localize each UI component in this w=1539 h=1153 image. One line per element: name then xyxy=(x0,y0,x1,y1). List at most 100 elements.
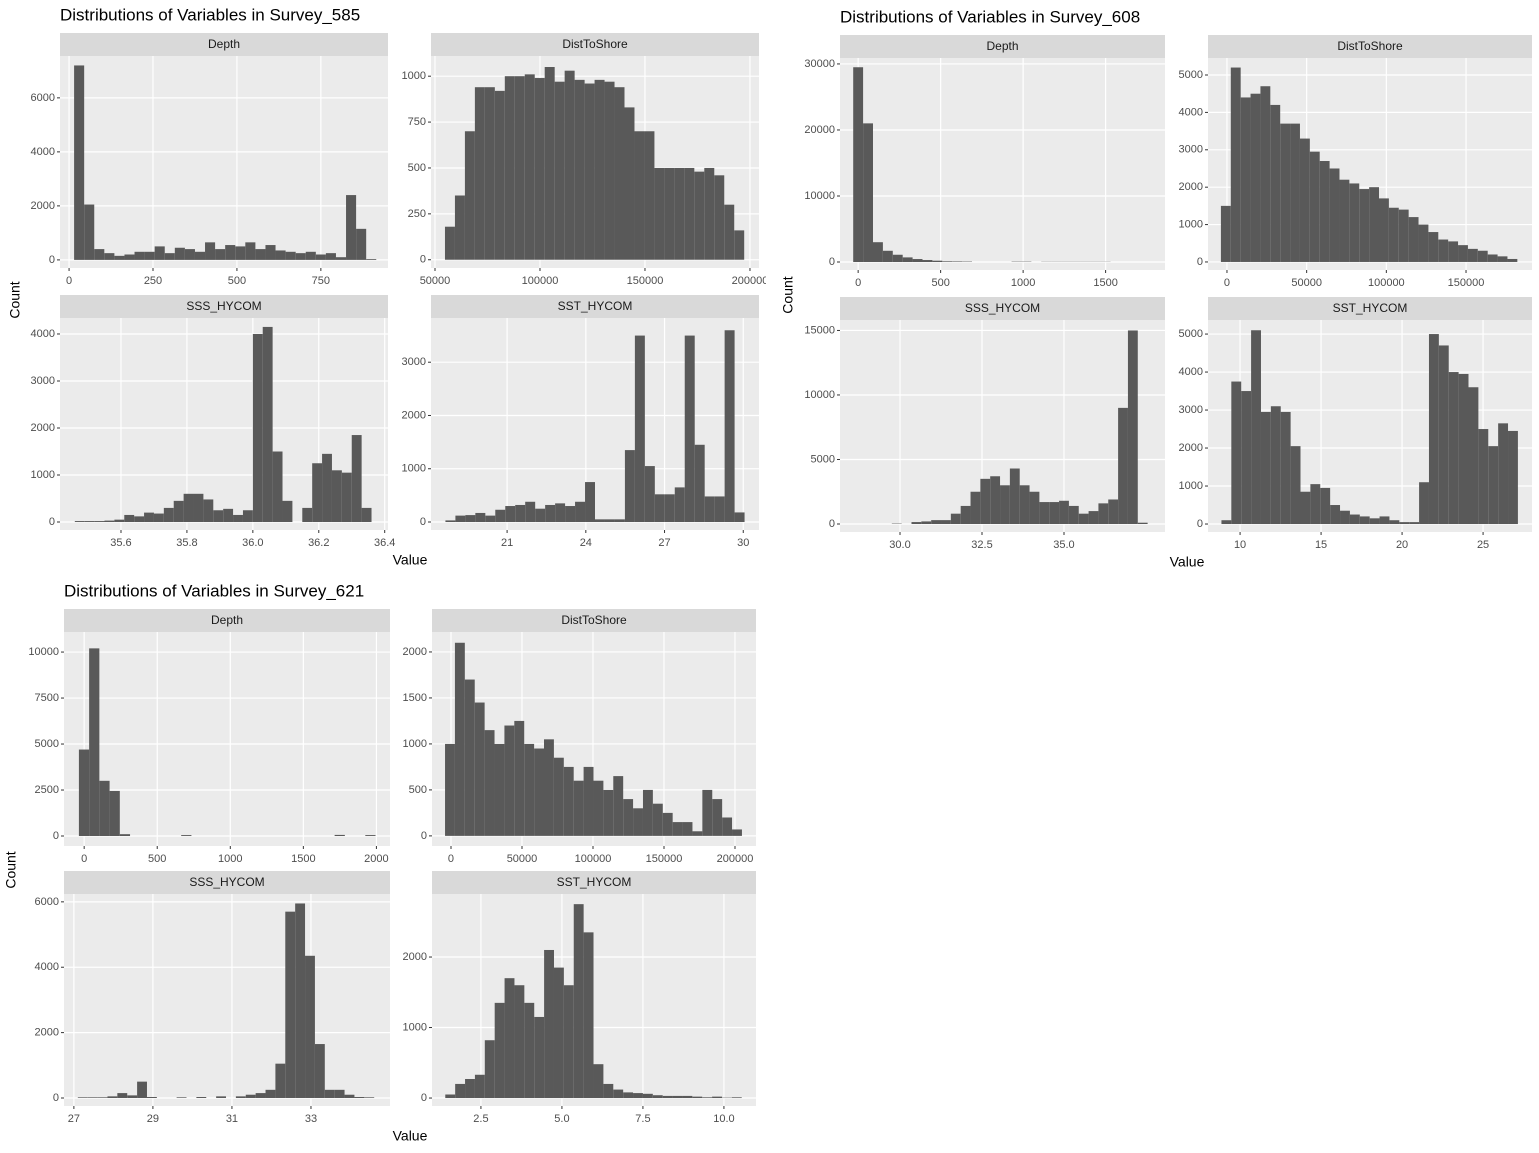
histogram-bar xyxy=(684,167,695,260)
strip xyxy=(840,297,1165,320)
histogram-bar xyxy=(1399,522,1410,525)
histogram-bar xyxy=(1359,516,1370,525)
histogram-bar xyxy=(1009,468,1020,524)
histogram-bar xyxy=(1330,505,1341,525)
histogram-bar xyxy=(1230,67,1241,262)
histogram-bar xyxy=(124,514,135,523)
y-tick-label: 15000 xyxy=(804,324,835,336)
histogram-bar xyxy=(87,1097,98,1098)
histogram-bar xyxy=(672,822,683,836)
x-tick-label: 2000 xyxy=(364,853,388,865)
histogram-bar xyxy=(99,780,110,837)
y-tick-label: 5000 xyxy=(1179,328,1203,340)
y-tick-label: 500 xyxy=(409,784,427,796)
y-tick-label: 3000 xyxy=(1179,404,1203,416)
histogram-bar xyxy=(1260,86,1271,262)
histogram-bar xyxy=(535,508,546,523)
histogram-bar xyxy=(603,1083,614,1099)
x-tick-label: 33 xyxy=(305,1113,317,1125)
histogram-bar xyxy=(593,1064,604,1099)
histogram-bar xyxy=(623,799,634,836)
y-tick-label: 5000 xyxy=(1179,69,1203,81)
histogram-bar xyxy=(1059,500,1069,524)
histogram-bar xyxy=(474,1074,485,1099)
histogram-bar xyxy=(652,803,663,836)
histogram-bar xyxy=(305,955,315,1098)
histogram-bar xyxy=(553,967,564,1099)
histogram-bar xyxy=(97,1097,108,1098)
histogram-bar xyxy=(312,463,323,523)
facet-label: SSS_HYCOM xyxy=(186,299,261,313)
survey-group: Distributions of Variables in Survey_608… xyxy=(780,7,1532,570)
strip xyxy=(60,295,388,318)
histogram-bar xyxy=(144,512,154,523)
x-tick-label: 1000 xyxy=(218,853,242,865)
histogram-bar xyxy=(78,749,90,837)
histogram-bar xyxy=(1270,104,1281,262)
strip xyxy=(431,33,759,56)
y-tick-label: 1500 xyxy=(403,692,427,704)
histogram-bar xyxy=(322,453,332,523)
y-tick-label: 4000 xyxy=(31,146,55,158)
histogram-bar xyxy=(554,81,565,260)
histogram-bar xyxy=(524,1002,535,1099)
histogram-bar xyxy=(1498,423,1509,525)
histogram-bar xyxy=(1428,334,1439,525)
histogram-bar xyxy=(1220,205,1231,262)
histogram-bar xyxy=(1477,250,1488,262)
x-tick-label: 0 xyxy=(448,853,454,865)
histogram-bar xyxy=(331,470,342,523)
histogram-bar xyxy=(1049,502,1060,524)
histogram-bar xyxy=(119,834,131,837)
histogram-bar xyxy=(921,521,932,524)
histogram-bar xyxy=(534,78,545,260)
histogram-bar xyxy=(1000,485,1010,524)
histogram-bar xyxy=(702,789,713,836)
histogram-bar xyxy=(245,1094,256,1098)
histogram-bar xyxy=(213,510,224,523)
histogram-bar xyxy=(84,204,95,260)
histogram-bar xyxy=(585,482,595,523)
x-tick-label: 35.6 xyxy=(110,537,131,549)
x-tick-label: 15 xyxy=(1315,539,1327,551)
histogram-bar xyxy=(662,812,673,836)
histogram-bar xyxy=(1029,491,1040,524)
x-tick-label: 20 xyxy=(1396,539,1408,551)
histogram-bar xyxy=(712,799,723,836)
histogram-bar xyxy=(465,515,476,523)
y-tick-label: 3000 xyxy=(1179,144,1203,156)
histogram-bar xyxy=(1379,198,1389,262)
histogram-bar xyxy=(272,451,283,523)
histogram-bar xyxy=(1349,514,1360,525)
histogram-bar xyxy=(1241,391,1252,525)
histogram-bar xyxy=(674,487,685,523)
histogram-bar xyxy=(563,766,574,836)
y-tick-label: 2000 xyxy=(31,422,55,434)
y-axis-label: Count xyxy=(780,276,796,313)
x-tick-label: 10.0 xyxy=(713,1113,734,1125)
histogram-bar xyxy=(553,757,564,836)
histogram-bar xyxy=(285,251,296,260)
x-tick-label: 150000 xyxy=(627,275,664,287)
histogram-bar xyxy=(624,450,635,523)
histogram-bar xyxy=(475,512,486,523)
strip xyxy=(1208,297,1532,320)
y-tick-label: 1000 xyxy=(403,1021,427,1033)
histogram-bar xyxy=(664,167,675,260)
histogram-bar xyxy=(215,249,226,260)
x-tick-label: 100000 xyxy=(522,275,559,287)
histogram-bar xyxy=(454,642,465,836)
y-tick-label: 20000 xyxy=(804,124,835,136)
y-tick-label: 2000 xyxy=(403,646,427,658)
histogram-bar xyxy=(454,195,465,260)
histogram-bar xyxy=(575,501,586,523)
x-tick-label: 7.5 xyxy=(635,1113,650,1125)
x-tick-label: 50000 xyxy=(1291,277,1322,289)
histogram-bar xyxy=(1118,407,1128,524)
histogram-bar xyxy=(1290,446,1301,525)
histogram-bar xyxy=(922,260,933,263)
y-tick-label: 0 xyxy=(53,830,59,842)
histogram-bar xyxy=(724,330,735,523)
histogram-bar xyxy=(341,472,352,523)
